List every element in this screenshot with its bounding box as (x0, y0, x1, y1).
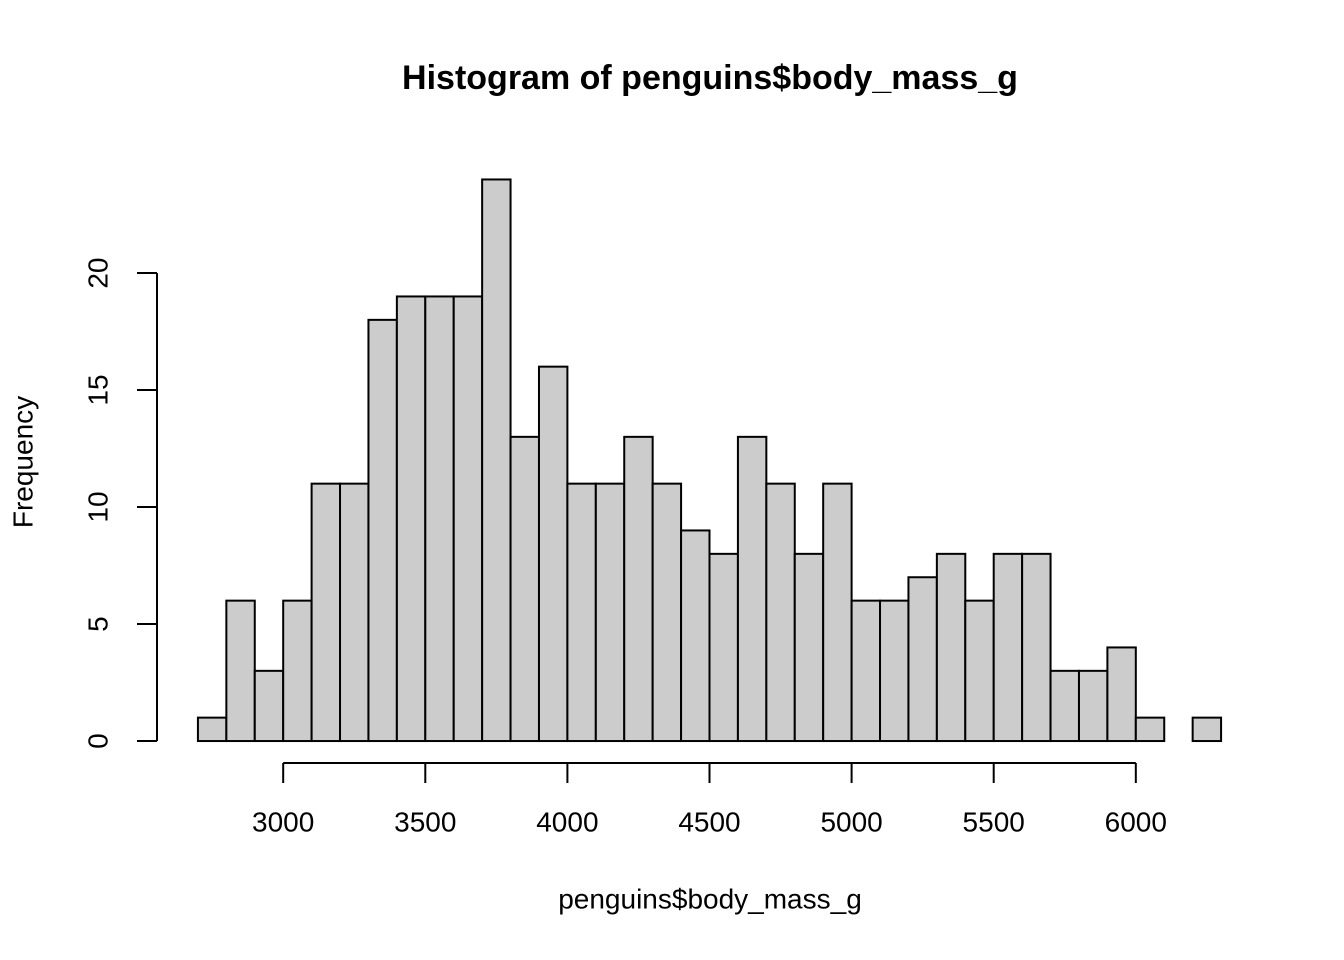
bar (537, 365, 569, 743)
bar (339, 482, 370, 743)
bar (964, 599, 995, 743)
bar (708, 552, 739, 743)
bar (594, 482, 626, 743)
bar (623, 435, 654, 743)
bar (452, 295, 484, 743)
x-tick-label: 4500 (678, 806, 740, 837)
bar (907, 576, 938, 743)
bar (509, 435, 540, 743)
bar (1077, 669, 1109, 743)
x-tick-label: 6000 (1105, 806, 1167, 837)
x-tick-label: 4000 (536, 806, 598, 837)
bar (395, 295, 427, 743)
bar (424, 295, 455, 743)
bar (793, 552, 825, 743)
bar (1106, 646, 1137, 743)
bar (765, 482, 796, 743)
bar (850, 599, 882, 743)
bar (935, 552, 967, 743)
bar (1134, 716, 1166, 743)
bar (196, 716, 228, 743)
bar (879, 599, 910, 743)
x-tick-label: 5000 (820, 806, 882, 837)
y-tick-label: 20 (82, 257, 113, 288)
y-tick-label: 10 (82, 491, 113, 522)
x-tick-label: 3500 (394, 806, 456, 837)
bar (566, 482, 597, 743)
bar (680, 529, 711, 743)
x-tick-label: 5500 (963, 806, 1025, 837)
y-axis-label: Frequency (7, 396, 38, 528)
bar (282, 599, 313, 743)
bar (253, 669, 285, 743)
bar (225, 599, 256, 743)
y-tick-label: 0 (82, 733, 113, 749)
y-tick-label: 5 (82, 616, 113, 632)
bar (651, 482, 683, 743)
x-axis-label: penguins$body_mass_g (558, 883, 862, 914)
bar (367, 318, 398, 743)
chart-title: Histogram of penguins$body_mass_g (402, 59, 1018, 97)
y-tick-label: 15 (82, 374, 113, 405)
bar (1021, 552, 1052, 743)
bar (822, 482, 853, 743)
x-tick-label: 3000 (252, 806, 314, 837)
bar (481, 178, 512, 743)
bar (310, 482, 342, 743)
bar (1191, 716, 1223, 743)
bar (992, 552, 1024, 743)
bar (1049, 669, 1080, 743)
bar (736, 435, 768, 743)
